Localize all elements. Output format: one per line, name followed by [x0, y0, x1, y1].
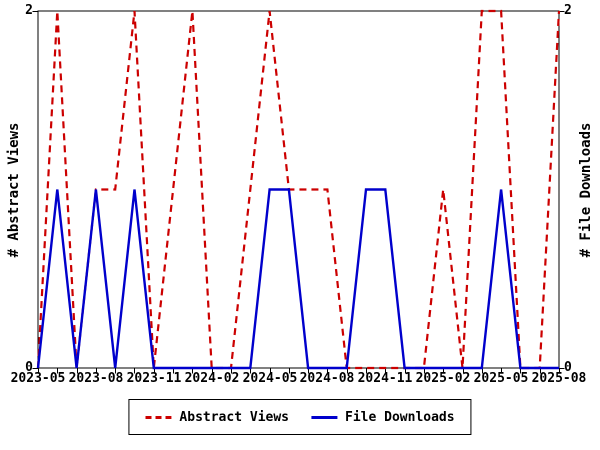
legend: Abstract Views File Downloads: [128, 399, 472, 435]
abstract-views-line-sample: [145, 415, 172, 419]
file-downloads-line-sample: [311, 415, 337, 419]
right-axis-label: # File Downloads: [578, 122, 594, 258]
y-tick-label-right: 0: [564, 360, 572, 375]
chart-frame: [37, 10, 560, 369]
x-tick-label: 2025-08: [531, 371, 587, 386]
x-tick-label: 2023-05: [10, 371, 66, 386]
y-tick-label-left: 0: [25, 360, 33, 375]
y-tick-label-left: 2: [25, 3, 33, 18]
y-tick-label-right: 2: [564, 3, 572, 18]
x-tick-label: 2024-02: [184, 371, 240, 386]
left-axis-label: # Abstract Views: [6, 122, 22, 258]
series-line-file-downloads: [36, 188, 559, 370]
x-tick-label: 2024-05: [242, 371, 298, 386]
x-tick-label: 2025-05: [473, 371, 529, 386]
legend-label-abstract-views: Abstract Views: [179, 409, 289, 425]
legend-label-file-downloads: File Downloads: [345, 409, 455, 425]
x-tick-label: 2023-11: [126, 371, 182, 386]
x-tick-label: 2023-08: [68, 371, 124, 386]
x-tick-label: 2024-11: [357, 371, 413, 386]
series-line-abstract-views: [36, 9, 561, 370]
x-tick-label: 2024-08: [299, 371, 355, 386]
x-tick-label: 2025-02: [415, 371, 471, 386]
